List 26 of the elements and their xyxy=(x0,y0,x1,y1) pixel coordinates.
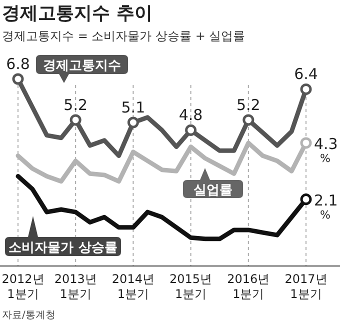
series-label: 소비자물가 상승률 xyxy=(8,240,118,256)
point xyxy=(127,116,139,128)
x-tick-label: 2012년 1분기 xyxy=(2,272,44,301)
x-tick-label: 2017년 1분기 xyxy=(284,272,328,301)
point xyxy=(300,194,312,206)
series-label: 실업률 xyxy=(194,183,232,198)
x-tick-label: 2015년 1분기 xyxy=(170,272,212,301)
x-tick-label: 2013년 1분기 xyxy=(54,272,97,301)
data-label: 6.8 xyxy=(6,55,30,73)
data-label: 5.1 xyxy=(121,98,146,116)
x-tick-label: 2016년 1분기 xyxy=(227,272,270,301)
data-label: 6.4 xyxy=(294,65,318,84)
text: 자료/통계청 xyxy=(2,310,56,321)
point xyxy=(242,114,254,126)
series-label: 경제고통지수 xyxy=(43,58,121,74)
point xyxy=(300,137,312,149)
data-label: 5.2 xyxy=(64,96,88,114)
x-tick-label: 2014년 1분기 xyxy=(112,272,154,301)
point xyxy=(185,124,197,136)
data-label: 5.2 xyxy=(236,96,260,114)
point xyxy=(12,73,24,85)
chart-subtitle: 경제고통지수 = 소비자물가 상승률 + 실업률 xyxy=(2,29,246,43)
chart-title: 경제고통지수 추이 xyxy=(2,3,152,24)
point xyxy=(300,83,312,95)
data-label: 4.8 xyxy=(178,106,203,124)
point xyxy=(70,114,82,126)
